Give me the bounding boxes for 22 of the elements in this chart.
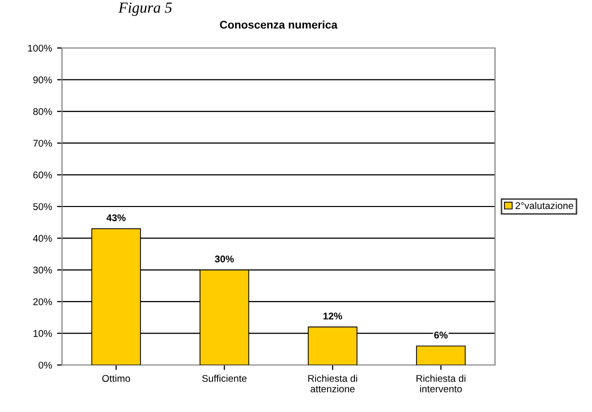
text: 6% [434, 332, 448, 339]
y-tick-label: 80% [33, 108, 52, 116]
x-tick-label: Richiesta di intervento [416, 374, 466, 392]
y-tick-label: 60% [33, 172, 52, 178]
text: 30% [214, 256, 234, 262]
y-tick-label: 10% [34, 330, 52, 337]
y-tick-label: 40% [33, 234, 52, 242]
text: 12% [324, 312, 342, 320]
y-tick-label: 20% [33, 298, 52, 306]
y-tick-label: 50% [33, 203, 52, 210]
text: Figura 5 [118, 2, 172, 16]
legend-label: 2°valutazione [516, 202, 574, 210]
chart-title: Conoscenza numerica [220, 20, 338, 29]
y-tick-label: 0% [38, 362, 52, 369]
y-tick-label: 70% [33, 140, 52, 147]
y-tick-label: 90% [33, 76, 52, 84]
y-tick-label: 30% [33, 266, 52, 274]
text: 43% [106, 214, 126, 222]
y-tick-label: 100% [28, 44, 52, 52]
x-tick-label: Richiesta di attenzione [308, 374, 358, 392]
x-tick-label: Sufficiente [202, 374, 247, 382]
x-tick-label: Ottimo [102, 374, 130, 382]
